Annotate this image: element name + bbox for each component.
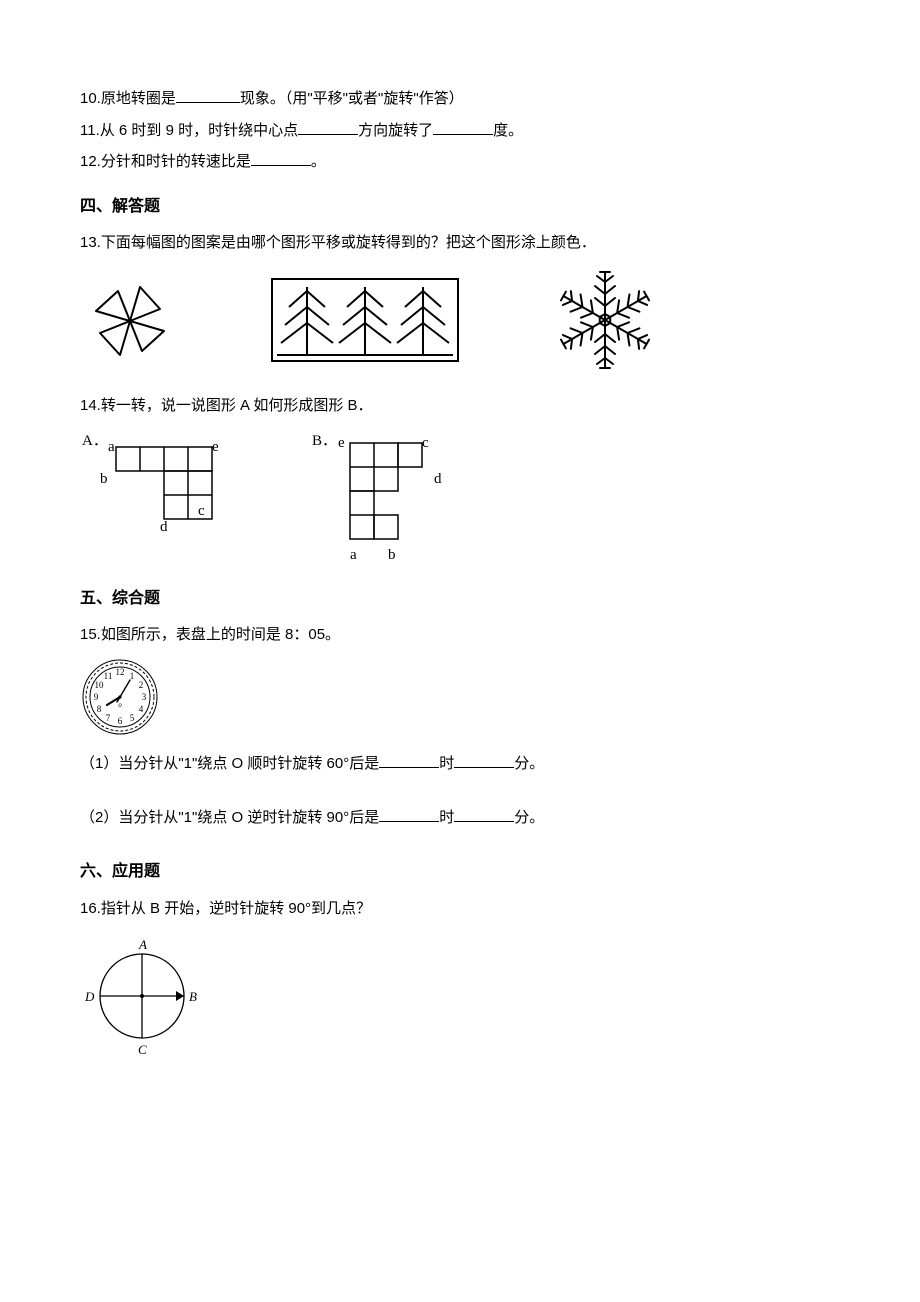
q15-sub2-prefix: （2）当分针从"1"绕点 O 逆时针旋转 90°后是 (80, 809, 379, 826)
svg-text:4: 4 (139, 704, 144, 714)
q12-suffix: 。 (311, 153, 326, 170)
question-12: 12.分针和时针的转速比是 。 (80, 149, 840, 175)
snowflake-figure (550, 265, 660, 375)
q15-sub2-suffix: 分。 (514, 809, 544, 826)
q12-prefix: 12.分针和时针的转速比是 (80, 153, 251, 170)
svg-text:e: e (212, 439, 219, 455)
svg-text:6: 6 (118, 716, 123, 726)
q11-mid: 方向旋转了 (358, 122, 433, 139)
clock-figure: 12 1 2 3 4 5 6 7 8 9 10 11 (80, 657, 840, 737)
section-5-title: 五、综合题 (80, 585, 840, 612)
figure-b: B． e c d a b (310, 427, 480, 567)
svg-text:b: b (388, 547, 396, 563)
svg-text:D: D (84, 989, 95, 1004)
q15-sub1: （1）当分针从"1"绕点 O 顺时针旋转 60°后是 时 分。 (80, 751, 840, 777)
question-11: 11.从 6 时到 9 时，时针绕中心点 方向旋转了 度。 (80, 118, 840, 144)
q11-prefix: 11.从 6 时到 9 时，时针绕中心点 (80, 122, 298, 139)
svg-text:8: 8 (97, 704, 102, 714)
blank (251, 151, 311, 166)
q15-sub1-prefix: （1）当分针从"1"绕点 O 顺时针旋转 60°后是 (80, 755, 379, 772)
blank (379, 807, 439, 822)
svg-text:A: A (138, 937, 147, 952)
question-10: 10.原地转圈是 现象。（用"平移"或者"旋转"作答） (80, 86, 840, 112)
svg-text:c: c (422, 435, 429, 451)
svg-text:B．: B． (312, 433, 337, 449)
q10-prefix: 10.原地转圈是 (80, 90, 176, 107)
blank (176, 88, 240, 103)
blank (454, 753, 514, 768)
svg-text:B: B (189, 989, 197, 1004)
svg-text:d: d (160, 519, 168, 535)
svg-text:a: a (350, 547, 357, 563)
question-14: 14.转一转，说一说图形 A 如何形成图形 B． (80, 393, 840, 419)
blank (379, 753, 439, 768)
svg-text:2: 2 (139, 680, 144, 690)
q11-suffix: 度。 (493, 122, 523, 139)
q15-sub2: （2）当分针从"1"绕点 O 逆时针旋转 90°后是 时 分。 (80, 805, 840, 831)
svg-text:A．: A． (82, 433, 108, 449)
q13-figures-row (80, 265, 840, 375)
figure-a: A． a e b d c (80, 427, 250, 547)
svg-text:c: c (198, 503, 205, 519)
blank (454, 807, 514, 822)
svg-text:a: a (108, 439, 115, 455)
q16-figure: A B C D (80, 931, 840, 1061)
q15-sub1-mid: 时 (439, 755, 454, 772)
section-6-title: 六、应用题 (80, 858, 840, 885)
q10-suffix: 现象。（用"平移"或者"旋转"作答） (240, 90, 464, 107)
svg-text:10: 10 (95, 680, 105, 690)
question-16: 16.指针从 B 开始，逆时针旋转 90°到几点？ (80, 896, 840, 922)
question-15: 15.如图所示，表盘上的时间是 8：05。 (80, 622, 840, 648)
svg-text:d: d (434, 471, 442, 487)
svg-text:9: 9 (94, 692, 99, 702)
pinwheel-figure (80, 273, 180, 368)
section-4-title: 四、解答题 (80, 193, 840, 220)
q15-sub2-mid: 时 (439, 809, 454, 826)
question-13: 13.下面每幅图的图案是由哪个图形平移或旋转得到的？把这个图形涂上颜色． (80, 230, 840, 256)
trees-figure (270, 277, 460, 363)
svg-text:11: 11 (104, 671, 113, 681)
svg-text:C: C (138, 1042, 147, 1057)
q15-sub1-suffix: 分。 (514, 755, 544, 772)
blank (433, 120, 493, 135)
svg-text:e: e (338, 435, 345, 451)
svg-text:12: 12 (116, 667, 125, 677)
svg-text:5: 5 (130, 713, 135, 723)
svg-text:3: 3 (142, 692, 147, 702)
svg-text:7: 7 (106, 713, 111, 723)
svg-text:b: b (100, 471, 108, 487)
q14-figures-row: A． a e b d c (80, 427, 840, 567)
blank (298, 120, 358, 135)
